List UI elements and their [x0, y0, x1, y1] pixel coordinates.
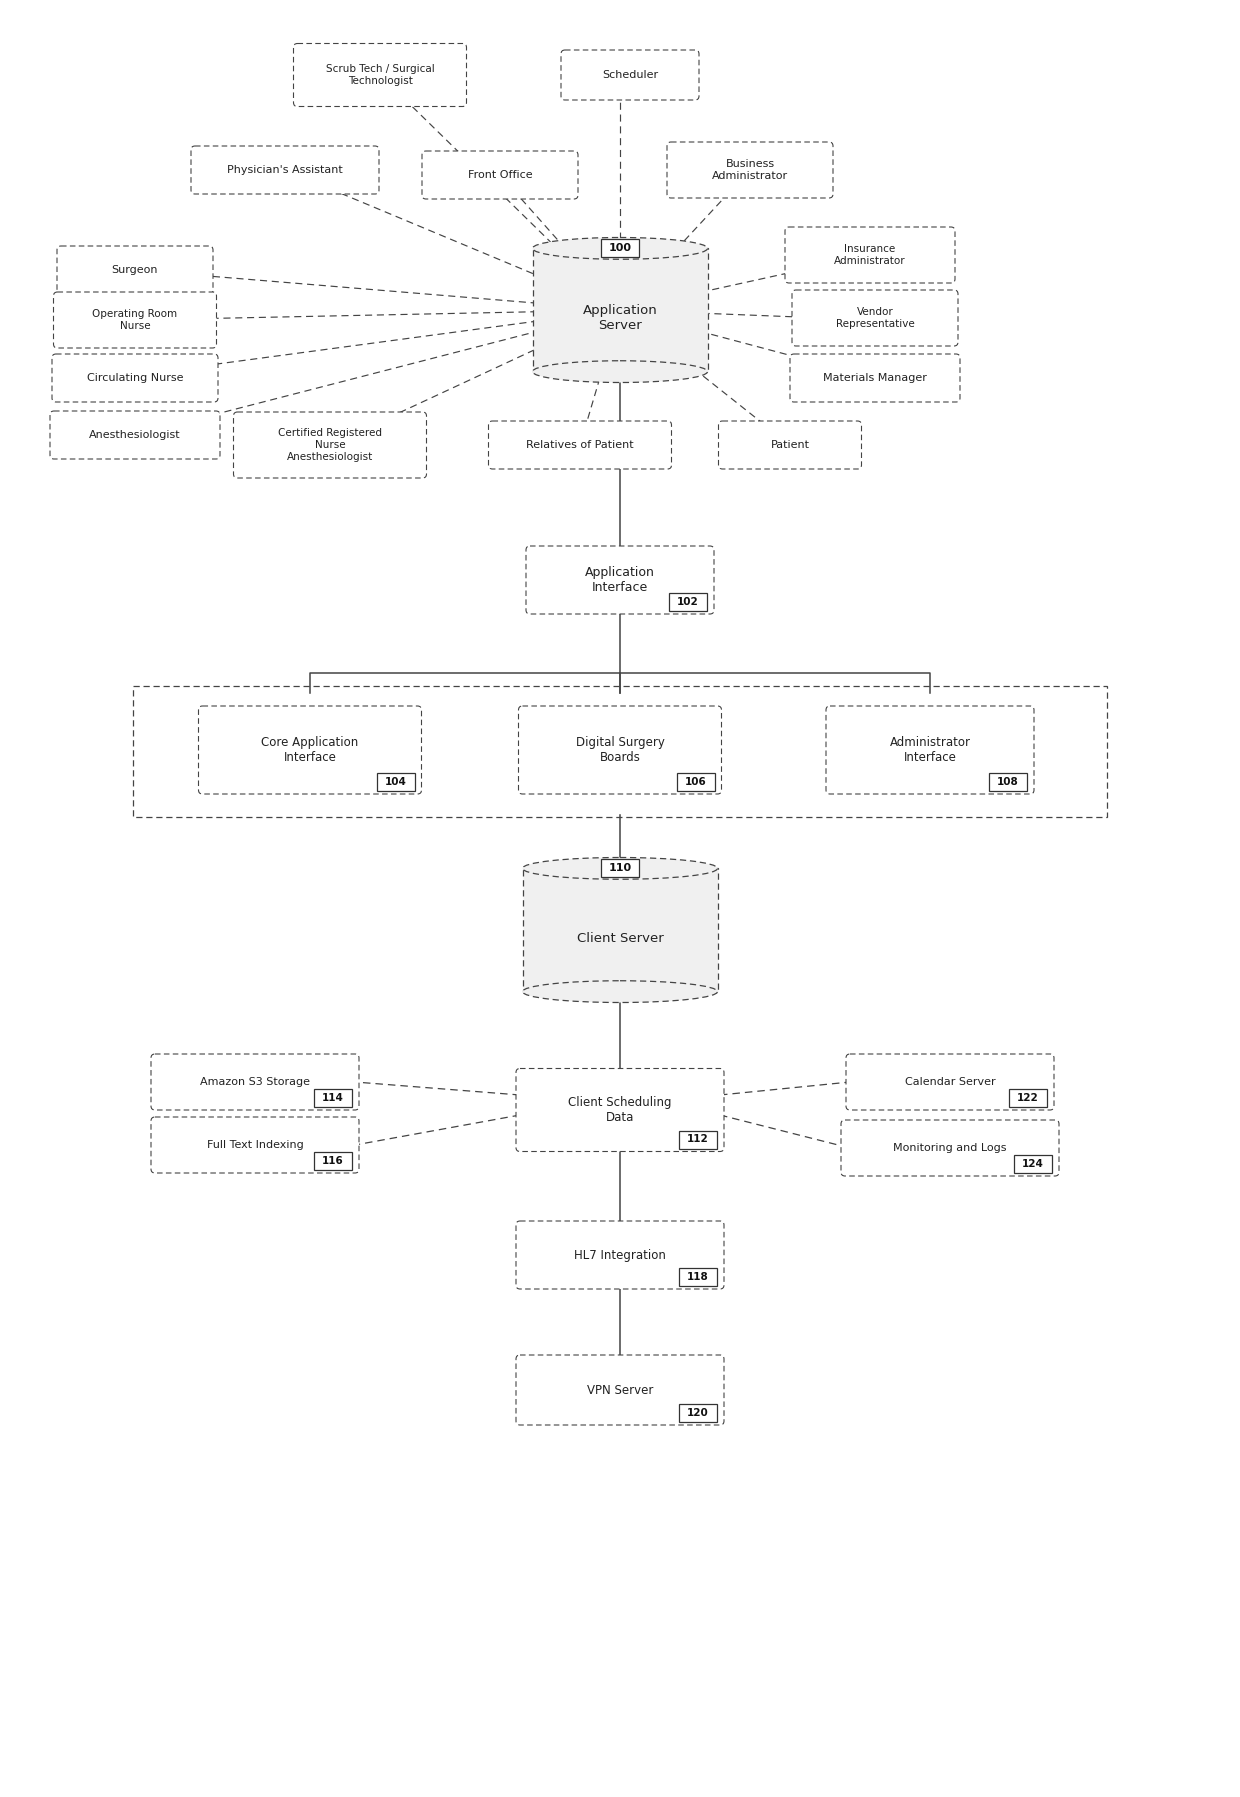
FancyBboxPatch shape [198, 706, 422, 794]
Text: Full Text Indexing: Full Text Indexing [207, 1139, 304, 1150]
FancyBboxPatch shape [57, 246, 213, 295]
FancyBboxPatch shape [52, 354, 218, 403]
Text: Circulating Nurse: Circulating Nurse [87, 374, 184, 383]
FancyBboxPatch shape [151, 1118, 360, 1173]
FancyBboxPatch shape [151, 1055, 360, 1111]
FancyBboxPatch shape [670, 593, 707, 611]
Text: Materials Manager: Materials Manager [823, 374, 928, 383]
Text: 114: 114 [322, 1093, 343, 1103]
FancyBboxPatch shape [677, 773, 714, 791]
Text: 100: 100 [609, 243, 631, 253]
Text: Amazon S3 Storage: Amazon S3 Storage [200, 1076, 310, 1087]
FancyBboxPatch shape [522, 868, 718, 992]
Text: 104: 104 [384, 776, 407, 787]
Text: Front Office: Front Office [467, 171, 532, 180]
FancyBboxPatch shape [294, 43, 466, 106]
FancyBboxPatch shape [53, 291, 217, 349]
FancyBboxPatch shape [489, 420, 672, 469]
FancyBboxPatch shape [680, 1403, 717, 1421]
FancyBboxPatch shape [518, 706, 722, 794]
FancyBboxPatch shape [667, 142, 833, 198]
FancyBboxPatch shape [516, 1220, 724, 1288]
Text: 124: 124 [1022, 1159, 1044, 1170]
FancyBboxPatch shape [314, 1152, 352, 1170]
Text: Digital Surgery
Boards: Digital Surgery Boards [575, 737, 665, 764]
Ellipse shape [522, 857, 718, 879]
FancyBboxPatch shape [846, 1055, 1054, 1111]
FancyBboxPatch shape [560, 50, 699, 101]
Text: Application
Interface: Application Interface [585, 566, 655, 595]
Text: 106: 106 [684, 776, 707, 787]
FancyBboxPatch shape [790, 354, 960, 403]
Text: Scrub Tech / Surgical
Technologist: Scrub Tech / Surgical Technologist [326, 65, 434, 86]
FancyBboxPatch shape [516, 1355, 724, 1425]
Text: Application
Server: Application Server [583, 304, 657, 332]
Text: Business
Administrator: Business Administrator [712, 160, 789, 181]
Ellipse shape [532, 237, 708, 259]
FancyBboxPatch shape [680, 1130, 717, 1148]
Text: Patient: Patient [770, 440, 810, 449]
FancyBboxPatch shape [233, 412, 427, 478]
Text: Vendor
Representative: Vendor Representative [836, 307, 914, 329]
Text: 122: 122 [1017, 1093, 1039, 1103]
Text: 112: 112 [687, 1134, 709, 1145]
Text: HL7 Integration: HL7 Integration [574, 1249, 666, 1261]
FancyBboxPatch shape [601, 859, 639, 877]
Text: 116: 116 [322, 1155, 343, 1166]
Ellipse shape [522, 981, 718, 1003]
Text: Relatives of Patient: Relatives of Patient [526, 440, 634, 449]
Text: VPN Server: VPN Server [587, 1384, 653, 1396]
Text: Calendar Server: Calendar Server [905, 1076, 996, 1087]
Text: 102: 102 [677, 597, 699, 607]
FancyBboxPatch shape [1009, 1089, 1047, 1107]
Text: Client Server: Client Server [577, 931, 663, 945]
Ellipse shape [532, 361, 708, 383]
Text: 120: 120 [687, 1409, 709, 1418]
FancyBboxPatch shape [785, 226, 955, 282]
Text: Operating Room
Nurse: Operating Room Nurse [93, 309, 177, 331]
Text: 118: 118 [687, 1272, 709, 1281]
Text: 110: 110 [609, 863, 631, 873]
FancyBboxPatch shape [516, 1069, 724, 1152]
FancyBboxPatch shape [422, 151, 578, 199]
Text: Scheduler: Scheduler [601, 70, 658, 81]
Text: Monitoring and Logs: Monitoring and Logs [893, 1143, 1007, 1154]
FancyBboxPatch shape [841, 1120, 1059, 1175]
Text: Anesthesiologist: Anesthesiologist [89, 429, 181, 440]
Text: Administrator
Interface: Administrator Interface [889, 737, 971, 764]
Text: Core Application
Interface: Core Application Interface [262, 737, 358, 764]
FancyBboxPatch shape [526, 546, 714, 615]
Text: Certified Registered
Nurse
Anesthesiologist: Certified Registered Nurse Anesthesiolog… [278, 428, 382, 462]
Text: Surgeon: Surgeon [112, 264, 159, 275]
Text: 108: 108 [997, 776, 1019, 787]
FancyBboxPatch shape [377, 773, 414, 791]
FancyBboxPatch shape [792, 289, 959, 347]
FancyBboxPatch shape [314, 1089, 352, 1107]
FancyBboxPatch shape [680, 1269, 717, 1287]
FancyBboxPatch shape [191, 146, 379, 194]
Text: Physician's Assistant: Physician's Assistant [227, 165, 343, 174]
FancyBboxPatch shape [718, 420, 862, 469]
FancyBboxPatch shape [133, 686, 1107, 818]
Text: Client Scheduling
Data: Client Scheduling Data [568, 1096, 672, 1123]
FancyBboxPatch shape [601, 239, 639, 257]
FancyBboxPatch shape [1014, 1155, 1052, 1173]
FancyBboxPatch shape [532, 248, 708, 372]
FancyBboxPatch shape [50, 412, 219, 458]
Text: Insurance
Administrator: Insurance Administrator [835, 244, 905, 266]
FancyBboxPatch shape [990, 773, 1027, 791]
FancyBboxPatch shape [826, 706, 1034, 794]
